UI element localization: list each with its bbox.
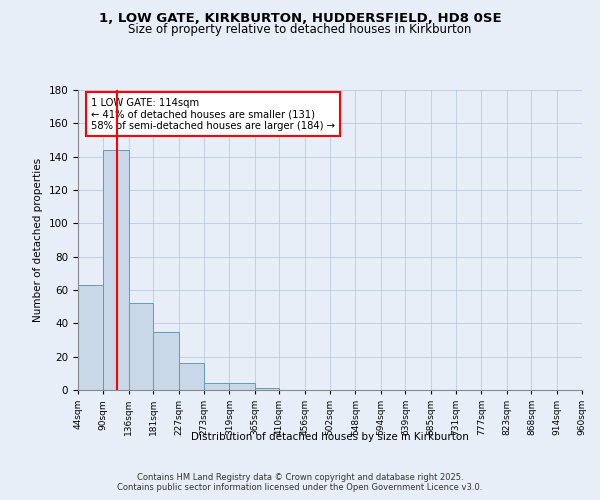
Bar: [229, 384, 254, 390]
Text: 1, LOW GATE, KIRKBURTON, HUDDERSFIELD, HD8 0SE: 1, LOW GATE, KIRKBURTON, HUDDERSFIELD, H…: [98, 12, 502, 26]
Bar: [78, 285, 103, 390]
Bar: [128, 304, 154, 390]
Bar: [154, 332, 179, 390]
Bar: [179, 364, 204, 390]
Text: 1 LOW GATE: 114sqm
← 41% of detached houses are smaller (131)
58% of semi-detach: 1 LOW GATE: 114sqm ← 41% of detached hou…: [91, 98, 335, 130]
Text: Distribution of detached houses by size in Kirkburton: Distribution of detached houses by size …: [191, 432, 469, 442]
Text: Contains HM Land Registry data © Crown copyright and database right 2025.
Contai: Contains HM Land Registry data © Crown c…: [118, 472, 482, 492]
Text: Size of property relative to detached houses in Kirkburton: Size of property relative to detached ho…: [128, 22, 472, 36]
Y-axis label: Number of detached properties: Number of detached properties: [33, 158, 43, 322]
Bar: [254, 388, 280, 390]
Bar: [103, 150, 128, 390]
Bar: [204, 384, 229, 390]
